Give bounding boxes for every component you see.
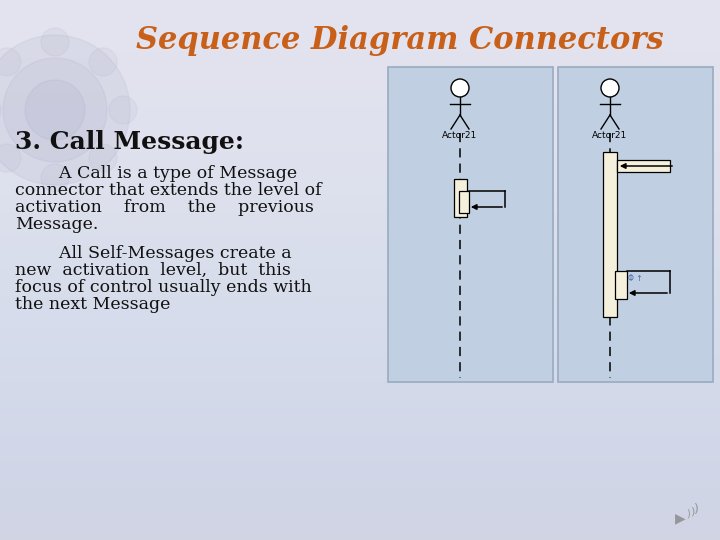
Text: ): ) <box>690 506 694 516</box>
Text: Actor21: Actor21 <box>442 131 477 140</box>
Text: connector that extends the level of: connector that extends the level of <box>15 182 322 199</box>
Bar <box>388 67 553 382</box>
Text: Actor21: Actor21 <box>593 131 628 140</box>
Text: 3. Call Message:: 3. Call Message: <box>15 130 244 154</box>
Text: Message.: Message. <box>15 216 99 233</box>
Circle shape <box>601 79 619 97</box>
Circle shape <box>41 28 69 56</box>
Bar <box>558 67 713 382</box>
Circle shape <box>109 96 137 124</box>
Text: A Call is a type of Message: A Call is a type of Message <box>15 165 297 182</box>
Text: the next Message: the next Message <box>15 296 171 313</box>
Text: Sequence Diagram Connectors: Sequence Diagram Connectors <box>136 24 664 56</box>
Circle shape <box>3 58 107 162</box>
Circle shape <box>0 35 130 185</box>
Bar <box>454 179 467 217</box>
Text: ): ) <box>694 503 699 516</box>
Text: new  activation  level,  but  this: new activation level, but this <box>15 262 291 279</box>
Circle shape <box>41 164 69 192</box>
Bar <box>617 160 670 172</box>
Text: ): ) <box>686 509 690 519</box>
Circle shape <box>25 80 85 140</box>
Circle shape <box>451 79 469 97</box>
Circle shape <box>89 144 117 172</box>
Bar <box>603 152 617 317</box>
Text: focus of control usually ends with: focus of control usually ends with <box>15 279 312 296</box>
Text: ▶: ▶ <box>675 511 685 525</box>
Bar <box>615 271 627 299</box>
Text: Φ ↑: Φ ↑ <box>628 274 643 283</box>
Circle shape <box>0 48 21 76</box>
Circle shape <box>0 96 1 124</box>
Circle shape <box>89 48 117 76</box>
Text: All Self-Messages create a: All Self-Messages create a <box>15 245 292 262</box>
Bar <box>459 191 469 213</box>
Text: activation    from    the    previous: activation from the previous <box>15 199 314 216</box>
Circle shape <box>0 144 21 172</box>
